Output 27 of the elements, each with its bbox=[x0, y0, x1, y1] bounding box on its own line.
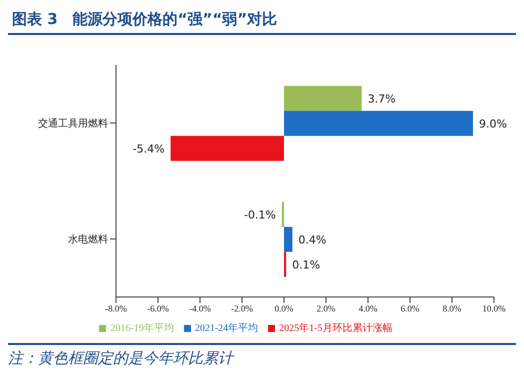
data-label: 0.1% bbox=[292, 258, 320, 272]
x-tick-label: 2.0% bbox=[316, 303, 336, 314]
chart-title: 图表 3 能源分项价格的“强”“弱”对比 bbox=[8, 8, 516, 35]
y-tick-label: 水电燃料 bbox=[68, 234, 108, 246]
x-tick-label: 10.0% bbox=[482, 303, 506, 314]
bar bbox=[284, 86, 362, 111]
x-tick-label: 4.0% bbox=[358, 303, 378, 314]
data-label: -5.4% bbox=[132, 142, 165, 156]
x-tick-label: 8.0% bbox=[442, 303, 462, 314]
data-label: -0.1% bbox=[244, 208, 276, 222]
bar bbox=[284, 110, 473, 136]
x-tick-label: -2.0% bbox=[231, 303, 254, 314]
x-tick-label: -8.0% bbox=[105, 303, 128, 314]
data-label: 0.4% bbox=[298, 233, 326, 246]
legend-label: 2021-24年平均 bbox=[194, 323, 258, 334]
x-tick-label: 0.0% bbox=[274, 303, 294, 314]
data-label: 9.0% bbox=[479, 117, 507, 130]
x-tick-label: -4.0% bbox=[189, 303, 212, 314]
data-label: 3.7% bbox=[368, 92, 396, 106]
y-tick-label: 交通工具用燃料 bbox=[38, 118, 108, 130]
legend-label: 2025年1-5月环比累计涨幅 bbox=[279, 323, 393, 334]
legend-label: 2016-19年平均 bbox=[110, 323, 174, 334]
bar bbox=[284, 226, 292, 252]
x-tick-label: -6.0% bbox=[147, 303, 170, 314]
bar bbox=[170, 136, 284, 161]
x-tick-label: 6.0% bbox=[400, 303, 420, 314]
text: 注：黄色框圈定的是今年环比累计 bbox=[8, 349, 236, 368]
